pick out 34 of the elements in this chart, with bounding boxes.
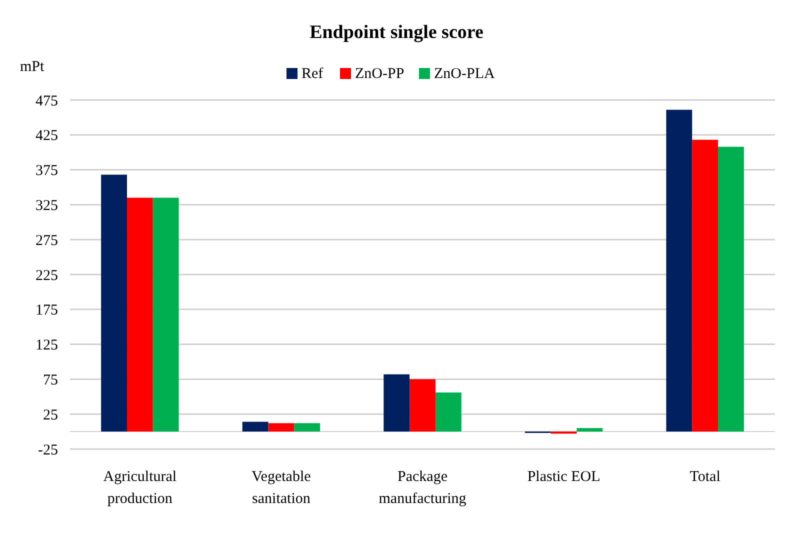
bar <box>242 422 268 432</box>
bar <box>152 198 179 432</box>
y-tick-label: 225 <box>36 268 58 284</box>
bar <box>666 110 692 432</box>
x-tick-label: Total <box>690 469 720 485</box>
y-axis-title: mPt <box>20 59 46 75</box>
y-tick-label: 475 <box>36 93 58 110</box>
y-tick-label: 75 <box>43 372 58 388</box>
y-tick-label: 325 <box>36 198 58 214</box>
bar <box>410 379 436 432</box>
chart-title: Endpoint single score <box>310 22 484 43</box>
y-tick-label: 425 <box>36 128 58 144</box>
legend-label: Ref <box>302 66 324 82</box>
y-tick-label: 125 <box>36 338 58 354</box>
legend-label: ZnO-PLA <box>434 66 495 82</box>
bar <box>101 174 127 432</box>
legend-label: ZnO-PP <box>355 66 404 82</box>
y-tick-label: 175 <box>36 302 58 319</box>
x-tick-label: Plastic EOL <box>527 469 600 485</box>
bar <box>692 140 718 432</box>
bar <box>435 392 462 432</box>
x-tick-label: Agricultural production <box>103 469 177 507</box>
bar <box>126 198 153 432</box>
bar <box>576 428 603 432</box>
y-tick-label: -25 <box>38 442 58 458</box>
bar <box>718 146 744 432</box>
y-tick-label: 375 <box>36 163 58 180</box>
y-tick-label: 275 <box>36 232 58 249</box>
bar <box>384 374 410 432</box>
x-tick-label: Package manufacturing <box>378 469 467 507</box>
bar <box>294 423 320 432</box>
bar <box>268 423 294 432</box>
y-tick-label: 25 <box>43 407 58 424</box>
x-tick-label: Vegetable sanitation <box>252 469 312 507</box>
